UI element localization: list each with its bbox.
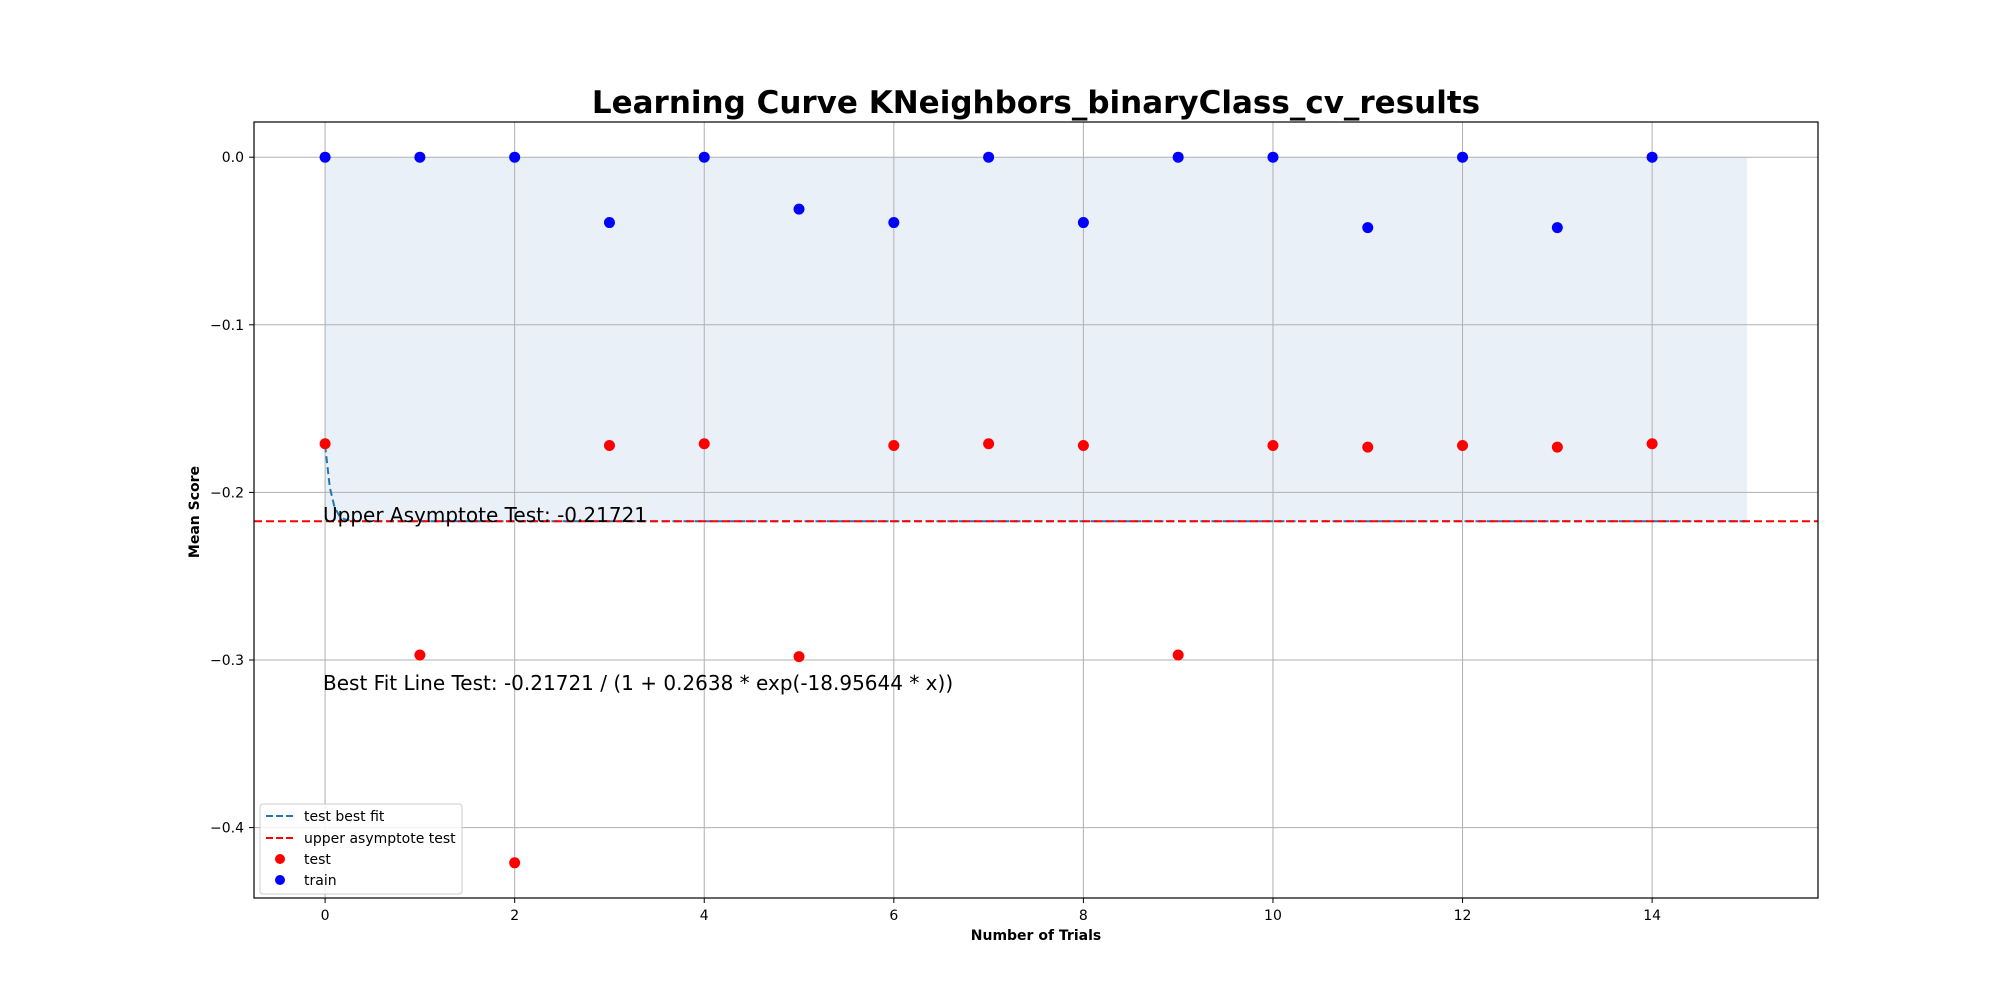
train-point [603, 217, 615, 229]
test-point [1172, 649, 1184, 661]
best-fit-annotation: Best Fit Line Test: -0.21721 / (1 + 0.26… [323, 671, 953, 695]
legend-label-train: train [304, 873, 337, 889]
test-point [888, 439, 900, 451]
test-point [1267, 439, 1279, 451]
x-tick-label: 2 [510, 908, 519, 924]
train-point [698, 151, 710, 163]
test-point [509, 857, 521, 869]
test-point [793, 651, 805, 663]
y-tick-label: −0.4 [210, 821, 244, 837]
train-point [983, 151, 995, 163]
legend: test best fit upper asymptote test test … [259, 803, 463, 895]
line-layer [254, 445, 1818, 523]
y-tick-label: −0.3 [210, 653, 244, 669]
test-point [1551, 441, 1563, 453]
legend-test-swatch [275, 854, 285, 864]
legend-label-asymptote: upper asymptote test [304, 831, 456, 847]
train-point [1267, 151, 1279, 163]
x-tick-label: 4 [700, 908, 709, 924]
y-tick-label: −0.2 [210, 485, 244, 501]
test-point [319, 438, 331, 450]
test-point [1362, 441, 1374, 453]
x-tick-label: 8 [1079, 908, 1088, 924]
y-tick-label: −0.1 [210, 318, 244, 334]
x-tick-label: 14 [1643, 908, 1661, 924]
train-point [1362, 222, 1374, 234]
x-tick-label: 6 [889, 908, 898, 924]
test-point [1457, 439, 1469, 451]
test-point [983, 438, 995, 450]
axes-layer: 0 2 4 6 8 10 12 14 0.0 −0.1 −0.2 −0.3 −0.4 [210, 121, 1819, 924]
train-point [1551, 222, 1563, 234]
y-axis-label: Mean Score [187, 466, 203, 558]
legend-label-test: test [304, 852, 331, 868]
legend-frame [259, 803, 463, 895]
train-point [1646, 151, 1658, 163]
x-axis-label: Number of Trials [971, 928, 1101, 944]
test-point [698, 438, 710, 450]
x-tick-label: 12 [1454, 908, 1472, 924]
asymptote-annotation: Upper Asymptote Test: -0.21721 [323, 503, 647, 527]
legend-train-swatch [275, 875, 285, 885]
train-point [1172, 151, 1184, 163]
x-tick-label: 0 [321, 908, 330, 924]
train-point [793, 203, 805, 215]
test-point [1646, 438, 1658, 450]
plot-frame [253, 121, 1819, 899]
chart-title: Learning Curve KNeighbors_binaryClass_cv… [592, 85, 1480, 121]
train-point [319, 151, 331, 163]
shaded-band-layer [325, 157, 1747, 522]
test-point [414, 649, 426, 661]
train-point [509, 151, 521, 163]
test-point [1077, 439, 1089, 451]
y-tick-label: 0.0 [222, 150, 244, 166]
train-point [1457, 151, 1469, 163]
test-point [603, 439, 615, 451]
point-layer [319, 151, 1658, 869]
train-point [888, 217, 900, 229]
train-point [414, 151, 426, 163]
train-point [1077, 217, 1089, 229]
legend-label-best-fit: test best fit [304, 809, 385, 825]
shaded-band [325, 157, 1747, 522]
x-tick-label: 10 [1264, 908, 1282, 924]
